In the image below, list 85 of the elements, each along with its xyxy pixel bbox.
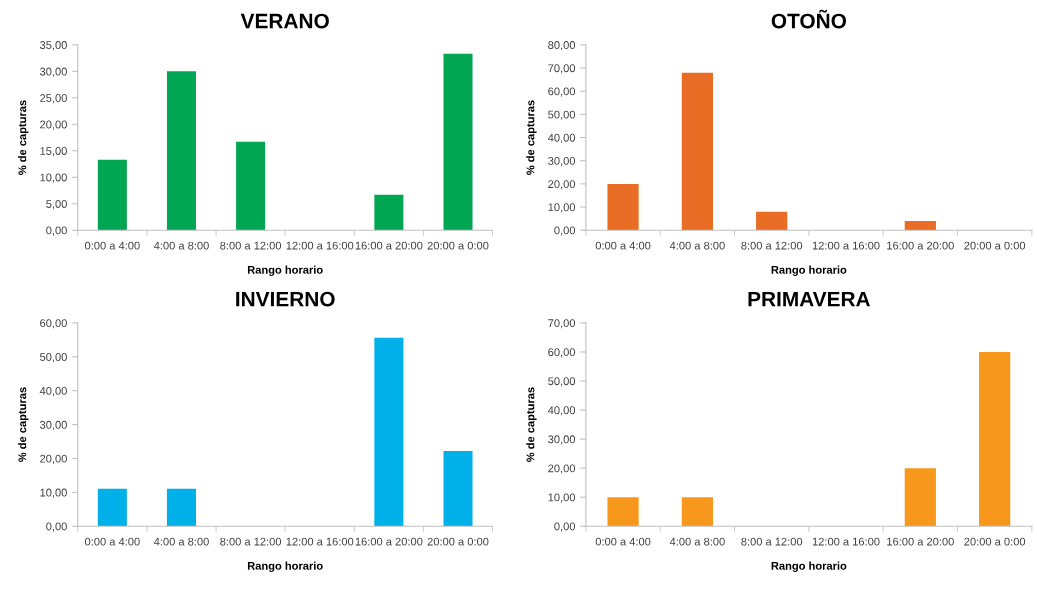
y-tick-label: 30,00 (548, 156, 576, 167)
y-tick-label: 10,00 (548, 493, 576, 503)
x-tick-label: 16:00 a 20:00 (355, 537, 423, 546)
x-tick-label: 0:00 a 4:00 (84, 241, 140, 250)
y-tick-label: 60,00 (548, 348, 576, 358)
x-tick-label: 0:00 a 4:00 (84, 537, 140, 546)
bar (166, 488, 196, 527)
bar (443, 53, 473, 231)
chart-title: OTOÑO (771, 9, 846, 29)
bar (97, 488, 127, 527)
x-tick-label: 20:00 a 0:00 (427, 537, 489, 546)
y-tick-label: 0,00 (554, 522, 576, 532)
x-tick-label: 20:00 a 0:00 (964, 537, 1026, 546)
y-tick-label: 5,00 (46, 200, 67, 210)
y-tick-label: 40,00 (39, 386, 67, 397)
bar (374, 337, 404, 527)
x-tick-label: 0:00 a 4:00 (595, 241, 651, 250)
bar (97, 159, 127, 231)
y-tick-label: 50,00 (548, 377, 576, 387)
y-tick-label: 0,00 (554, 226, 576, 236)
x-axis-title: Rango horario (771, 561, 847, 572)
y-tick-label: 60,00 (548, 87, 576, 97)
y-tick-label: 25,00 (40, 94, 67, 104)
x-tick-label: 12:00 a 16:00 (286, 241, 354, 250)
y-tick-label: 30,00 (548, 435, 576, 445)
y-tick-label: 70,00 (548, 64, 576, 74)
y-tick-label: 10,00 (40, 173, 67, 183)
x-axis-title: Rango horario (771, 265, 847, 276)
y-tick-label: 0,00 (46, 522, 67, 532)
bar (443, 451, 473, 527)
x-tick-label: 12:00 a 16:00 (812, 241, 880, 250)
y-tick-label: 15,00 (40, 147, 67, 157)
x-axis-title: Rango horario (247, 561, 323, 572)
bar (681, 72, 713, 231)
x-tick-label: 20:00 a 0:00 (427, 241, 489, 250)
y-tick-label: 40,00 (547, 133, 576, 143)
x-tick-label: 8:00 a 12:00 (220, 537, 282, 546)
x-tick-label: 20:00 a 0:00 (964, 241, 1026, 250)
bar (607, 183, 639, 231)
bar (681, 497, 713, 527)
y-axis-title: % de capturas (18, 387, 29, 462)
y-tick-label: 50,00 (548, 110, 576, 120)
x-tick-label: 8:00 a 12:00 (741, 537, 803, 546)
chart-title: VERANO (240, 13, 329, 29)
y-axis-title: % de capturas (526, 387, 537, 462)
x-tick-label: 4:00 a 8:00 (153, 241, 209, 250)
y-tick-label: 30,00 (39, 67, 67, 77)
y-tick-label: 80,00 (548, 41, 576, 51)
x-tick-label: 4:00 a 8:00 (153, 537, 209, 546)
x-tick-label: 16:00 a 20:00 (355, 241, 423, 250)
x-tick-label: 16:00 a 20:00 (887, 537, 954, 546)
x-tick-label: 12:00 a 16:00 (812, 537, 880, 546)
x-tick-label: 12:00 a 16:00 (286, 537, 354, 546)
y-tick-label: 20,00 (548, 180, 576, 190)
y-tick-label: 10,00 (548, 203, 576, 213)
x-tick-label: 4:00 a 8:00 (669, 241, 725, 250)
y-tick-label: 60,00 (40, 319, 67, 329)
y-axis-title: % de capturas (526, 100, 537, 175)
bar (904, 468, 936, 527)
x-tick-label: 8:00 a 12:00 (741, 241, 803, 250)
y-tick-label: 40,00 (547, 406, 576, 416)
y-axis-title: % de capturas (18, 100, 29, 175)
bar (374, 194, 404, 231)
x-tick-label: 0:00 a 4:00 (595, 537, 651, 546)
bar (236, 141, 266, 231)
x-tick-label: 16:00 a 20:00 (887, 241, 954, 250)
bar (166, 71, 196, 231)
y-tick-label: 50,00 (40, 353, 67, 363)
y-tick-label: 30,00 (39, 420, 67, 431)
x-tick-label: 8:00 a 12:00 (220, 241, 282, 250)
bar (979, 351, 1011, 527)
bar (607, 497, 639, 527)
y-tick-label: 20,00 (40, 454, 67, 464)
y-tick-label: 0,00 (46, 226, 67, 236)
bar (756, 211, 788, 231)
x-tick-label: 4:00 a 8:00 (669, 537, 725, 546)
y-tick-label: 20,00 (40, 120, 67, 130)
x-axis-title: Rango horario (247, 265, 323, 276)
chart-title: INVIERNO (236, 291, 335, 307)
y-tick-label: 10,00 (40, 488, 67, 498)
bar (904, 220, 936, 231)
chart-title: PRIMAVERA (748, 291, 871, 307)
y-tick-label: 20,00 (548, 464, 576, 474)
y-tick-label: 70,00 (548, 319, 576, 329)
y-tick-label: 35,00 (39, 41, 67, 51)
